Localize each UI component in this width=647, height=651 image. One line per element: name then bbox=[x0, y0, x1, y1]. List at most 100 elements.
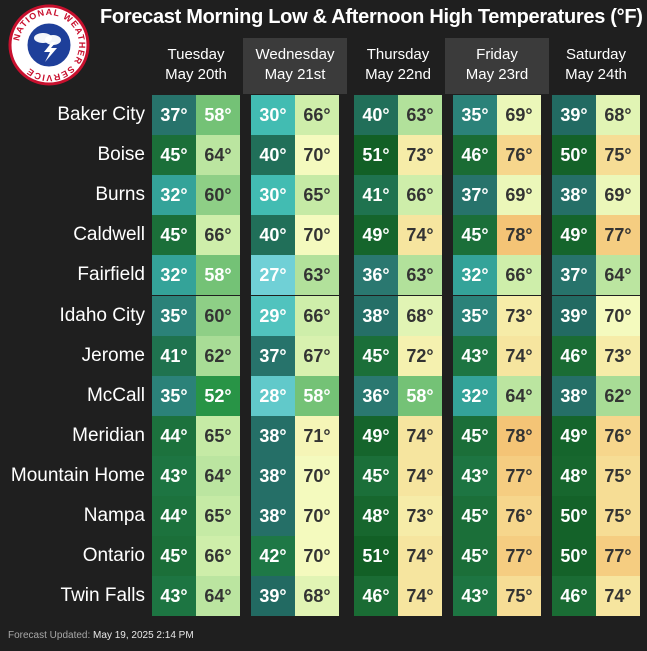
high-temp-cell: 67° bbox=[295, 336, 339, 376]
low-temp-cell: 46° bbox=[453, 135, 497, 175]
high-temp-cell: 78° bbox=[497, 416, 541, 456]
high-temp-cell: 64° bbox=[596, 255, 640, 295]
high-temp-cell: 70° bbox=[295, 536, 339, 576]
low-temp-cell: 27° bbox=[251, 255, 295, 295]
city-name: Jerome bbox=[81, 345, 145, 366]
high-temp-cell: 69° bbox=[497, 95, 541, 135]
high-temp-cell: 58° bbox=[398, 376, 442, 416]
city-name: Ontario bbox=[82, 545, 145, 566]
city-name: Meridian bbox=[72, 425, 145, 446]
day-weekday: Tuesday bbox=[167, 46, 225, 63]
city-name: Baker City bbox=[57, 104, 145, 125]
low-temp-cell: 45° bbox=[354, 336, 398, 376]
low-temp-cell: 30° bbox=[251, 175, 295, 215]
low-temp-cell: 40° bbox=[251, 135, 295, 175]
low-temp-cell: 43° bbox=[453, 456, 497, 496]
day-weekday: Wednesday bbox=[255, 46, 335, 63]
low-temp-cell: 28° bbox=[251, 376, 295, 416]
day-date: May 24th bbox=[565, 66, 627, 83]
high-temp-cell: 69° bbox=[497, 175, 541, 215]
low-temp-cell: 49° bbox=[552, 215, 596, 255]
low-temp-cell: 35° bbox=[152, 376, 196, 416]
low-temp-cell: 35° bbox=[453, 95, 497, 135]
high-temp-cell: 76° bbox=[497, 496, 541, 536]
day-header-thursday: Thursday May 22nd bbox=[346, 38, 450, 94]
city-name: Idaho City bbox=[59, 305, 145, 326]
low-temp-cell: 36° bbox=[354, 376, 398, 416]
high-temp-cell: 68° bbox=[295, 576, 339, 616]
low-temp-cell: 45° bbox=[152, 536, 196, 576]
low-temp-cell: 36° bbox=[354, 255, 398, 295]
high-temp-cell: 75° bbox=[497, 576, 541, 616]
high-temp-cell: 74° bbox=[398, 536, 442, 576]
low-temp-cell: 45° bbox=[453, 215, 497, 255]
low-temp-cell: 41° bbox=[354, 175, 398, 215]
high-temp-cell: 66° bbox=[295, 296, 339, 336]
low-temp-cell: 42° bbox=[251, 536, 295, 576]
low-temp-cell: 39° bbox=[552, 296, 596, 336]
low-temp-cell: 29° bbox=[251, 296, 295, 336]
low-temp-cell: 45° bbox=[453, 536, 497, 576]
high-temp-cell: 69° bbox=[596, 175, 640, 215]
high-temp-cell: 76° bbox=[596, 416, 640, 456]
low-temp-cell: 35° bbox=[453, 296, 497, 336]
day-header-tuesday: Tuesday May 20th bbox=[144, 38, 248, 94]
high-temp-cell: 60° bbox=[196, 175, 240, 215]
high-temp-cell: 62° bbox=[596, 376, 640, 416]
high-temp-cell: 58° bbox=[295, 376, 339, 416]
low-temp-cell: 51° bbox=[354, 536, 398, 576]
high-temp-cell: 77° bbox=[596, 215, 640, 255]
high-temp-cell: 52° bbox=[196, 376, 240, 416]
high-temp-cell: 77° bbox=[497, 456, 541, 496]
low-temp-cell: 39° bbox=[251, 576, 295, 616]
high-temp-cell: 73° bbox=[497, 296, 541, 336]
high-temp-cell: 58° bbox=[196, 95, 240, 135]
high-temp-cell: 74° bbox=[398, 576, 442, 616]
updated-value: May 19, 2025 2:14 PM bbox=[93, 630, 194, 641]
high-temp-cell: 63° bbox=[295, 255, 339, 295]
city-name: Fairfield bbox=[77, 264, 145, 285]
high-temp-cell: 71° bbox=[295, 416, 339, 456]
high-temp-cell: 63° bbox=[398, 95, 442, 135]
high-temp-cell: 74° bbox=[596, 576, 640, 616]
low-temp-cell: 32° bbox=[152, 255, 196, 295]
low-temp-cell: 38° bbox=[552, 376, 596, 416]
high-temp-cell: 66° bbox=[398, 175, 442, 215]
day-weekday: Saturday bbox=[565, 46, 627, 63]
low-temp-cell: 38° bbox=[251, 456, 295, 496]
low-temp-cell: 43° bbox=[152, 576, 196, 616]
low-temp-cell: 38° bbox=[251, 416, 295, 456]
low-temp-cell: 35° bbox=[152, 296, 196, 336]
high-temp-cell: 74° bbox=[497, 336, 541, 376]
high-temp-cell: 76° bbox=[497, 135, 541, 175]
low-temp-cell: 45° bbox=[354, 456, 398, 496]
high-temp-cell: 64° bbox=[196, 576, 240, 616]
low-temp-cell: 43° bbox=[152, 456, 196, 496]
low-temp-cell: 37° bbox=[453, 175, 497, 215]
high-temp-cell: 70° bbox=[295, 496, 339, 536]
day-weekday: Thursday bbox=[366, 46, 430, 63]
high-temp-cell: 64° bbox=[196, 456, 240, 496]
high-temp-cell: 64° bbox=[497, 376, 541, 416]
high-temp-cell: 64° bbox=[196, 135, 240, 175]
day-date: May 22nd bbox=[365, 66, 431, 83]
low-temp-cell: 48° bbox=[354, 496, 398, 536]
high-temp-cell: 78° bbox=[497, 215, 541, 255]
high-temp-cell: 63° bbox=[398, 255, 442, 295]
city-name: Nampa bbox=[83, 505, 145, 526]
city-name: Burns bbox=[95, 184, 145, 205]
low-temp-cell: 32° bbox=[453, 255, 497, 295]
high-temp-cell: 62° bbox=[196, 336, 240, 376]
high-temp-cell: 66° bbox=[196, 536, 240, 576]
low-temp-cell: 41° bbox=[152, 336, 196, 376]
high-temp-cell: 75° bbox=[596, 456, 640, 496]
high-temp-cell: 77° bbox=[497, 536, 541, 576]
low-temp-cell: 45° bbox=[453, 416, 497, 456]
low-temp-cell: 49° bbox=[354, 215, 398, 255]
low-temp-cell: 46° bbox=[552, 576, 596, 616]
nws-logo: NATIONAL WEATHER SERVICE bbox=[8, 4, 90, 86]
high-temp-cell: 65° bbox=[196, 496, 240, 536]
low-temp-cell: 51° bbox=[354, 135, 398, 175]
low-temp-cell: 30° bbox=[251, 95, 295, 135]
low-temp-cell: 38° bbox=[552, 175, 596, 215]
